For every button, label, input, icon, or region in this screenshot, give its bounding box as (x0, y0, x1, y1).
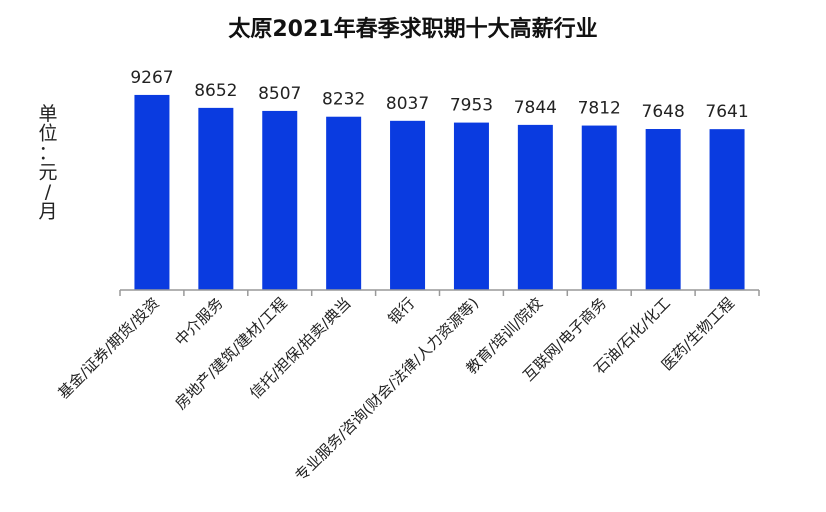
y-axis-title: 单位：元/月 (38, 103, 57, 223)
chart-title: 太原2021年春季求职期十大高薪行业 (228, 16, 597, 42)
value-label: 8232 (322, 90, 365, 110)
category-label: 银行 (384, 294, 418, 328)
bar (581, 125, 617, 290)
bar (390, 120, 426, 290)
value-label: 7648 (642, 102, 685, 122)
bar (326, 116, 362, 290)
value-labels: 9267 8652 8507 8232 8037 7953 7844 7812 7648 7641 (130, 68, 748, 122)
value-label: 9267 (130, 68, 173, 88)
category-label: 中介服务 (172, 294, 227, 349)
bars (134, 94, 745, 291)
y-axis-label: 单位：元/月 (38, 103, 57, 223)
bar (262, 110, 298, 291)
value-label: 8652 (194, 81, 237, 101)
value-label: 8037 (386, 94, 429, 114)
x-axis (119, 289, 760, 296)
value-label: 7812 (578, 99, 621, 119)
value-label: 7641 (705, 102, 748, 122)
bar (709, 129, 745, 290)
bar (645, 129, 681, 290)
category-label: 房地产/建筑/建材/工程 (172, 294, 291, 413)
value-label: 7844 (514, 98, 557, 118)
value-label: 8507 (258, 84, 301, 104)
bar (134, 94, 170, 290)
bar (517, 124, 553, 291)
bar (453, 122, 489, 290)
category-label: 基金/证券/期货/投资 (54, 294, 162, 402)
bar (198, 107, 234, 290)
value-label: 7953 (450, 96, 493, 116)
